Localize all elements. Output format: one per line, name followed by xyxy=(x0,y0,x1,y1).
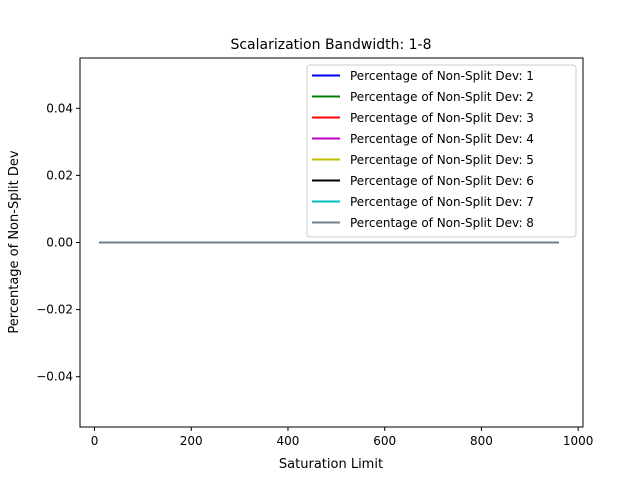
legend-label-8: Percentage of Non-Split Dev: 8 xyxy=(350,216,534,230)
legend-label-4: Percentage of Non-Split Dev: 4 xyxy=(350,132,534,146)
y-tick-label: −0.02 xyxy=(36,303,73,317)
y-tick-label: 0.04 xyxy=(46,101,73,115)
x-tick-label: 1000 xyxy=(563,434,594,448)
legend-label-1: Percentage of Non-Split Dev: 1 xyxy=(350,69,534,83)
legend-label-6: Percentage of Non-Split Dev: 6 xyxy=(350,174,534,188)
legend-label-3: Percentage of Non-Split Dev: 3 xyxy=(350,111,534,125)
chart-title: Scalarization Bandwidth: 1-8 xyxy=(230,37,431,53)
y-tick-label: 0.00 xyxy=(46,236,73,250)
y-axis-label: Percentage of Non-Split Dev xyxy=(7,150,22,334)
x-axis-ticks: 0 200 400 600 800 1000 xyxy=(91,427,594,448)
x-axis-label: Saturation Limit xyxy=(279,457,383,472)
x-tick-label: 0 xyxy=(91,434,99,448)
x-tick-label: 800 xyxy=(470,434,493,448)
legend-label-2: Percentage of Non-Split Dev: 2 xyxy=(350,90,534,104)
legend: Percentage of Non-Split Dev: 1 Percentage… xyxy=(306,64,577,238)
x-tick-label: 400 xyxy=(277,434,300,448)
y-tick-label: −0.04 xyxy=(36,370,73,384)
legend-items: Percentage of Non-Split Dev: 1 Percentage… xyxy=(312,69,534,230)
y-tick-label: 0.02 xyxy=(46,168,73,182)
y-axis-ticks: −0.04 −0.02 0.00 0.02 0.04 xyxy=(36,101,80,384)
x-tick-label: 200 xyxy=(180,434,203,448)
legend-box xyxy=(306,64,577,238)
legend-label-5: Percentage of Non-Split Dev: 5 xyxy=(350,153,534,167)
legend-label-7: Percentage of Non-Split Dev: 7 xyxy=(350,195,534,209)
x-tick-label: 600 xyxy=(373,434,396,448)
